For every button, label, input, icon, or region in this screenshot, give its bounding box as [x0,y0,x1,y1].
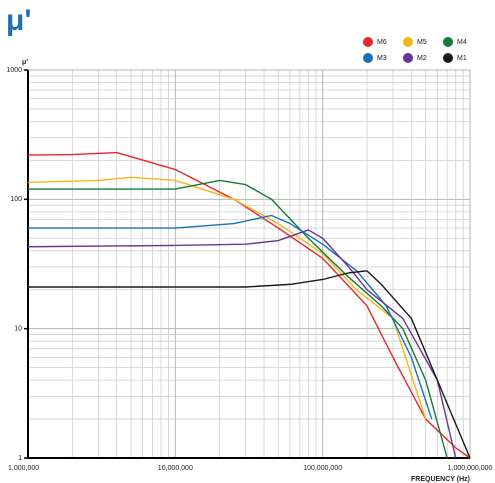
y-tick-label: 1000 [6,67,22,74]
y-tick-label: 1 [18,455,22,462]
x-tick-label: 1,000,000,000 [448,465,493,472]
legend-label: M6 [377,39,387,46]
legend-swatch [363,37,373,47]
x-tick-label: 10,000,000 [158,465,193,472]
legend-label: M5 [417,39,427,46]
series-line [27,176,427,420]
legend-swatch [443,37,453,47]
y-tick-label: 10 [14,326,22,333]
series-line [27,151,471,459]
series-line [27,229,457,459]
series-line [28,270,471,459]
x-axis-label: FREQUENCY (Hz) [411,476,470,483]
legend-swatch [363,53,373,63]
chart-title: μ' [6,4,32,37]
legend-label: M4 [457,39,467,46]
legend-swatch [403,53,413,63]
legend-swatch [403,37,413,47]
legend-label: M2 [417,55,427,62]
x-tick-label: 1,000,000 [8,465,39,472]
x-tick-label: 100,000,000 [303,465,342,472]
y-tick-label: 100 [10,196,22,203]
y-axis-label: μ' [22,59,28,66]
legend-swatch [443,53,453,63]
legend-label: M3 [377,55,387,62]
series-line [28,214,433,420]
series-line [28,179,448,459]
legend-label: M1 [457,55,467,62]
